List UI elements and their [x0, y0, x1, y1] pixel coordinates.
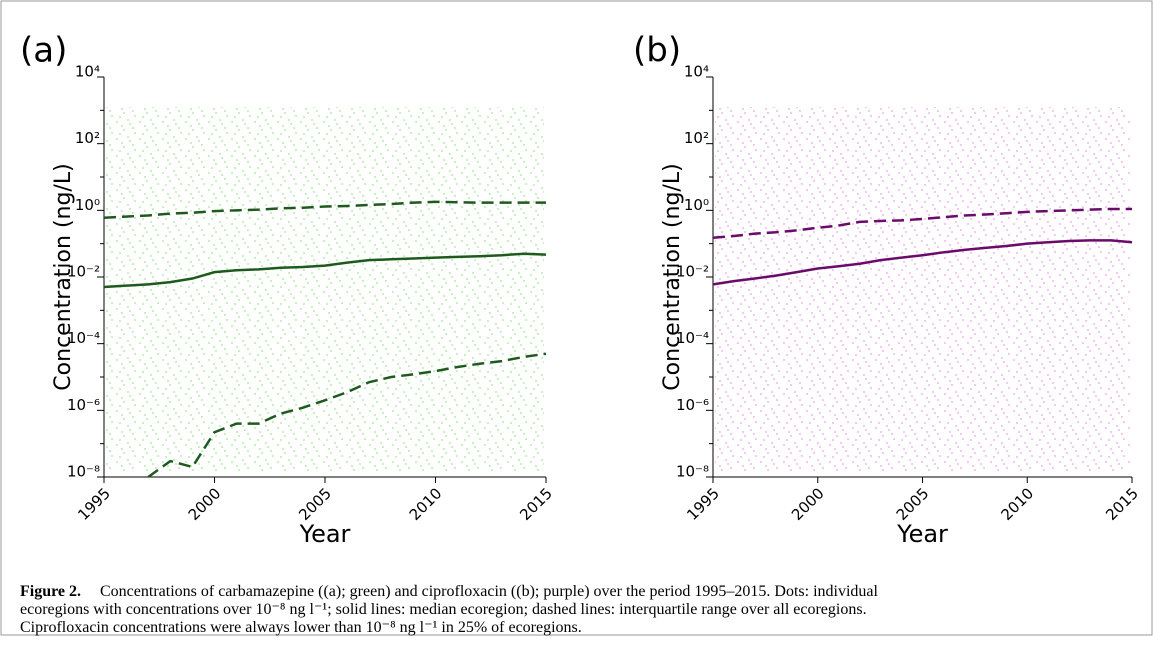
y-tick-label: 10² [684, 129, 709, 147]
caption-line: ecoregions with concentrations over 10⁻⁸… [20, 601, 867, 618]
y-tick-label: 10⁰ [684, 196, 709, 214]
y-tick-label: 10⁻⁶ [67, 396, 100, 414]
x-tick-label: 2005 [893, 484, 933, 524]
x-tick-label: 2000 [788, 484, 828, 524]
panel-label: (a) [20, 31, 67, 71]
panel-label: (b) [633, 31, 681, 71]
dot-cloud [106, 107, 544, 472]
y-tick-label: 10⁻⁸ [676, 463, 709, 481]
y-tick-label: 10⁻⁸ [67, 463, 100, 481]
dashed-line [147, 352, 547, 479]
caption-line: Ciprofloxacin concentrations were always… [20, 619, 582, 636]
y-tick-label: 10⁰ [75, 196, 100, 214]
y-axis-label: Concentration (ng/L) [51, 163, 76, 390]
dashed-line [712, 207, 1132, 240]
dashed-line [103, 200, 546, 219]
y-tick-label: 10⁴ [684, 63, 709, 81]
median-line [103, 252, 547, 289]
x-tick-label: 2010 [998, 484, 1038, 524]
caption-line: Concentrations of carbamazepine ((a); gr… [100, 583, 879, 600]
x-axis-label: Year [299, 520, 351, 548]
x-axis-label: Year [896, 520, 948, 548]
dot-cloud [715, 107, 1130, 472]
x-tick-label: 2015 [1102, 484, 1142, 524]
x-tick-label: 1995 [74, 484, 114, 524]
y-tick-label: 10⁴ [75, 63, 100, 81]
y-tick-label: 10² [75, 129, 100, 147]
frame [0, 0, 1153, 636]
y-tick-label: 10⁻² [67, 263, 100, 281]
caption-label: Figure 2. [20, 583, 81, 600]
x-tick-label: 2015 [516, 484, 556, 524]
x-tick-label: 2005 [295, 484, 335, 524]
y-axis-label: Concentration (ng/L) [660, 163, 685, 390]
x-tick-label: 2010 [406, 484, 446, 524]
x-tick-label: 1995 [683, 484, 723, 524]
x-tick-label: 2000 [185, 484, 225, 524]
y-tick-label: 10⁻⁶ [676, 396, 709, 414]
median-line [712, 239, 1133, 286]
y-tick-label: 10⁻⁴ [67, 329, 100, 347]
y-tick-label: 10⁻² [676, 263, 709, 281]
y-tick-label: 10⁻⁴ [676, 329, 709, 347]
